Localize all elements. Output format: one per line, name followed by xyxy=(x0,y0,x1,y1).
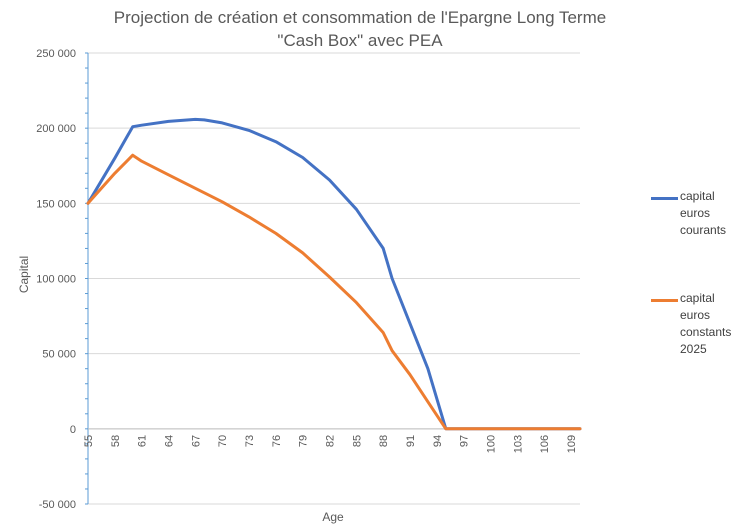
y-tick-label: 250 000 xyxy=(36,48,76,60)
x-tick-label: 94 xyxy=(432,435,444,447)
legend-label-constants: capital euros constants 2025 xyxy=(680,291,732,356)
series-line-0 xyxy=(86,117,582,431)
legend-swatch-courants xyxy=(651,197,678,200)
chart-subtitle: "Cash Box" avec PEA xyxy=(277,31,443,50)
y-tick-label: 50 000 xyxy=(42,349,76,361)
x-tick-label: 91 xyxy=(405,435,417,447)
series-line-1 xyxy=(86,153,582,431)
legend-swatch-constants xyxy=(651,299,678,302)
x-tick-label: 109 xyxy=(566,435,578,453)
y-tick-label: 150 000 xyxy=(36,198,76,210)
y-axis-title: Capital xyxy=(17,256,31,293)
x-tick-label: 67 xyxy=(190,435,202,447)
y-tick-label: 100 000 xyxy=(36,274,76,286)
x-tick-label: 85 xyxy=(351,435,363,447)
x-tick-label: 58 xyxy=(110,435,122,447)
y-tick-label: 0 xyxy=(70,424,76,436)
y-tick-label: 200 000 xyxy=(36,123,76,135)
x-tick-label: 55 xyxy=(83,435,95,447)
x-tick-label: 103 xyxy=(512,435,524,453)
x-tick-label: 88 xyxy=(378,435,390,447)
x-tick-label: 106 xyxy=(539,435,551,453)
x-axis-title: Age xyxy=(322,510,344,524)
x-tick-label: 64 xyxy=(164,435,176,447)
x-tick-label: 100 xyxy=(486,435,498,453)
x-tick-label: 73 xyxy=(244,435,256,447)
x-tick-label: 76 xyxy=(271,435,283,447)
legend-label-courants: capital euros courants xyxy=(680,189,727,237)
x-tick-label: 61 xyxy=(137,435,149,447)
x-tick-label: 79 xyxy=(298,435,310,447)
x-tick-label: 70 xyxy=(217,435,229,447)
y-tick-label: -50 000 xyxy=(39,499,76,511)
chart-title: Projection de création et consommation d… xyxy=(113,8,607,27)
x-tick-label: 82 xyxy=(325,435,337,447)
x-tick-label: 97 xyxy=(459,435,471,447)
